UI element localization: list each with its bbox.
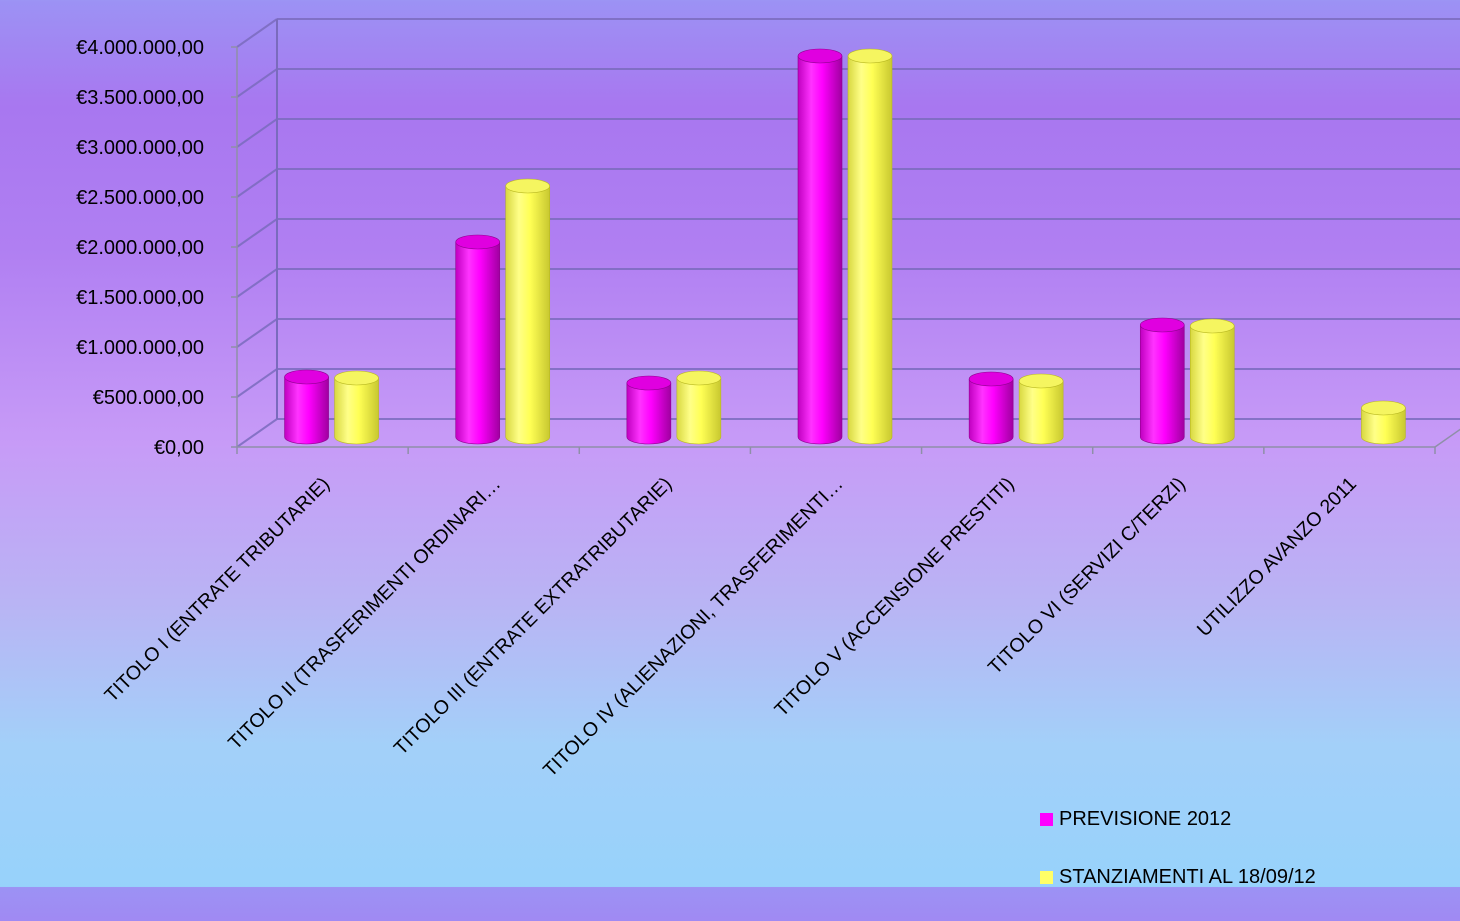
gridline-depth (236, 318, 278, 348)
floor-edge (1434, 428, 1460, 448)
bar-top (284, 369, 329, 385)
bar-body (334, 377, 379, 445)
x-tick-label: TITOLO IV (ALIENAZIONI, TRASFERIMENTI… (539, 473, 847, 781)
bar-body (1018, 380, 1064, 445)
bar (1361, 400, 1406, 445)
bar-top (1139, 317, 1185, 333)
bar-top (505, 178, 551, 194)
legend: PREVISIONE 2012 STANZIAMENTI AL 18/09/12 (1040, 805, 1440, 921)
bar-top (626, 375, 672, 391)
gridline-depth (236, 218, 278, 248)
x-tick-label: TITOLO III (ENTRATE EXTRATRIBUTARIE) (390, 473, 676, 759)
bar-body (847, 55, 893, 445)
legend-label: PREVISIONE 2012 (1059, 807, 1232, 830)
legend-label: STANZIAMENTI AL 18/09/12 (1059, 865, 1316, 888)
bar-body (505, 185, 551, 445)
bar-body (626, 382, 672, 445)
y-tick-label: €0,00 (154, 437, 204, 459)
gridline-depth (236, 268, 278, 298)
bar-body (1139, 324, 1185, 445)
bar-body (676, 377, 722, 445)
x-tick-label: TITOLO II (TRASFERIMENTI ORDINARI… (224, 473, 505, 754)
bar-body (455, 241, 501, 445)
y-tick-label: €2.500.000,00 (76, 187, 204, 209)
bar (284, 369, 329, 445)
x-tick-label: UTILIZZO AVANZO 2011 (1193, 473, 1361, 641)
y-tick-labels: €0,00 €500.000,00 €1.000.000,00 €1.500.000,… (76, 37, 204, 459)
bar-top (334, 370, 379, 386)
x-tick-label: TITOLO VI (SERVIZI C/TERZI) (984, 473, 1190, 679)
y-tick-label: €1.000.000,00 (76, 337, 204, 359)
bar-body (1189, 325, 1235, 445)
y-tick-label: €3.500.000,00 (76, 87, 204, 109)
bars (284, 48, 1406, 445)
bar (455, 234, 501, 445)
bar-top (968, 371, 1014, 387)
legend-item: STANZIAMENTI AL 18/09/12 (1040, 863, 1440, 891)
y-tick-label: €2.000.000,00 (76, 237, 204, 259)
bar (797, 48, 843, 445)
y-tick-label: €500.000,00 (93, 387, 204, 409)
gridline-depth (236, 18, 278, 48)
legend-item: PREVISIONE 2012 (1040, 805, 1440, 833)
bar (1189, 318, 1235, 445)
bar-body (1361, 407, 1406, 445)
bar (334, 370, 379, 445)
bar (1139, 317, 1185, 445)
gridline-depth (236, 168, 278, 198)
x-tick-labels: TITOLO I (ENTRATE TRIBUTARIE)TITOLO II (… (100, 473, 1361, 781)
y-tick-label: €3.000.000,00 (76, 137, 204, 159)
y-tick-label: €1.500.000,00 (76, 287, 204, 309)
bar (1018, 373, 1064, 445)
gridline-depth (236, 368, 278, 398)
bar-body (797, 55, 843, 445)
bar-top (455, 234, 501, 250)
bar-body (284, 376, 329, 445)
bar-top (1189, 318, 1235, 334)
bar-top (1018, 373, 1064, 389)
bar (968, 371, 1014, 445)
axes (231, 19, 1460, 454)
bar (676, 370, 722, 445)
y-tick-label: €4.000.000,00 (76, 37, 204, 59)
bar-top (676, 370, 722, 386)
legend-swatch (1040, 870, 1053, 884)
gridline-depth (236, 68, 278, 98)
bar-top (847, 48, 893, 64)
bar (626, 375, 672, 445)
bar-top (797, 48, 843, 64)
legend-swatch (1040, 812, 1053, 826)
gridline-depth (236, 118, 278, 148)
gridline-depth (236, 418, 278, 448)
bar-top (1361, 400, 1406, 416)
bar-body (968, 378, 1014, 445)
bar-chart: €0,00 €500.000,00 €1.000.000,00 €1.500.000,… (76, 18, 1460, 781)
bar (847, 48, 893, 445)
bar (505, 178, 551, 445)
